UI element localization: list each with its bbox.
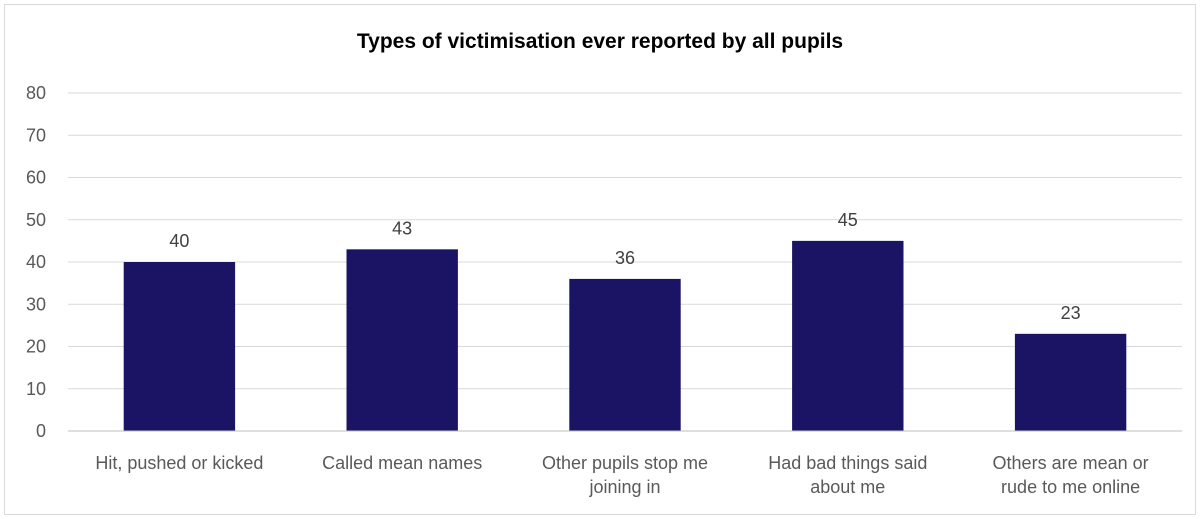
bars — [123, 240, 1127, 431]
y-tick-label: 50 — [26, 210, 46, 230]
bar — [1014, 333, 1127, 431]
y-axis-tick-labels: 0 10 20 30 40 50 60 70 80 — [26, 83, 46, 441]
y-tick-label: 40 — [26, 252, 46, 272]
data-labels: 40 43 36 45 23 — [169, 210, 1080, 323]
bar — [123, 262, 236, 431]
bar — [792, 240, 904, 431]
y-tick-label: 70 — [26, 125, 46, 145]
x-tick-label: Called mean names — [322, 453, 482, 473]
bar — [569, 278, 681, 431]
data-label: 43 — [392, 218, 412, 238]
chart-title: Types of victimisation ever reported by … — [356, 30, 844, 53]
data-label: 45 — [838, 210, 858, 230]
bar — [346, 249, 458, 431]
data-label: 40 — [169, 231, 189, 251]
y-tick-label: 0 — [36, 421, 46, 441]
y-tick-label: 80 — [26, 83, 46, 103]
y-tick-label: 20 — [26, 337, 46, 357]
y-tick-label: 30 — [26, 294, 46, 314]
y-tick-label: 10 — [26, 379, 46, 399]
x-tick-label: Other pupils stop me joining in — [542, 453, 708, 497]
data-label: 23 — [1061, 303, 1081, 323]
x-tick-label: Hit, pushed or kicked — [95, 453, 263, 473]
x-axis-category-labels: Hit, pushed or kicked Called mean names Ot… — [95, 453, 1148, 497]
y-tick-label: 60 — [26, 168, 46, 188]
x-tick-label: Others are mean or rude to me online — [993, 453, 1149, 497]
x-tick-label: Had bad things said about me — [768, 453, 927, 497]
data-label: 36 — [615, 248, 635, 268]
